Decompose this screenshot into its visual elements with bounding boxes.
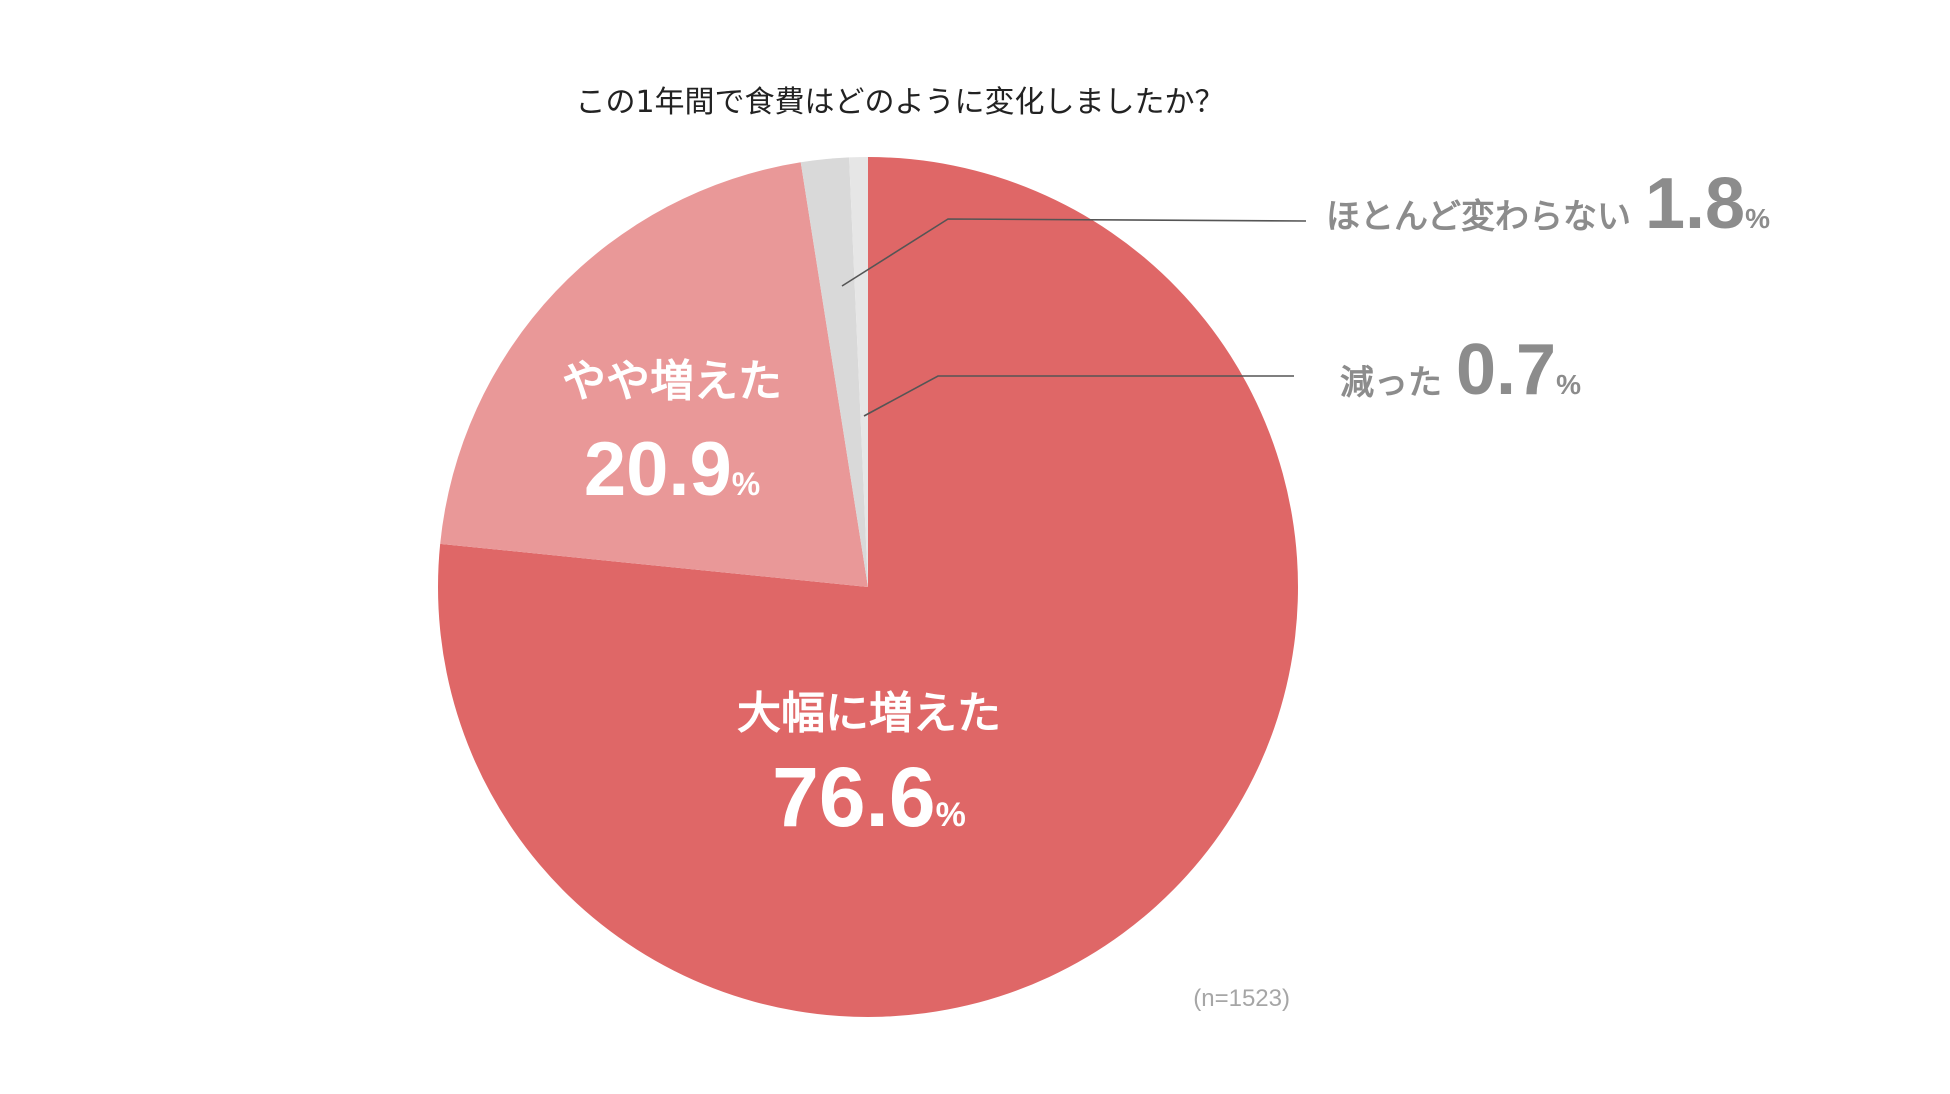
slice-value-greatly-increased: 76.6% — [772, 750, 966, 844]
slice-decreased — [849, 157, 868, 587]
slice-label-almost-unchanged-line: ほとんど変わらない 1.8% — [1326, 164, 1770, 244]
slice-label-decreased-line: 減った 0.7% — [1340, 330, 1581, 410]
slice-slightly-increased — [440, 162, 868, 587]
chart-title: この1年間で食費はどのように変化しましたか？ — [575, 85, 1224, 120]
slice-value-slightly-increased: 20.9% — [584, 427, 760, 512]
slice-value-almost-unchanged: 1.8 — [1645, 164, 1745, 244]
sample-size-note: (n=1523) — [1193, 985, 1290, 1012]
slice-label-decreased: 減った — [1340, 363, 1442, 403]
slice-label-almost-unchanged: ほとんど変わらない — [1326, 197, 1631, 237]
slice-value-decreased: 0.7 — [1456, 330, 1556, 410]
slice-label-slightly-increased: やや増えた — [562, 356, 782, 407]
leader-line-almost-unchanged — [841, 218, 1307, 287]
slice-label-greatly-increased: 大幅に増えた — [737, 688, 1001, 739]
slice-almost-unchanged — [800, 157, 868, 587]
leader-line-decreased — [863, 375, 1294, 417]
